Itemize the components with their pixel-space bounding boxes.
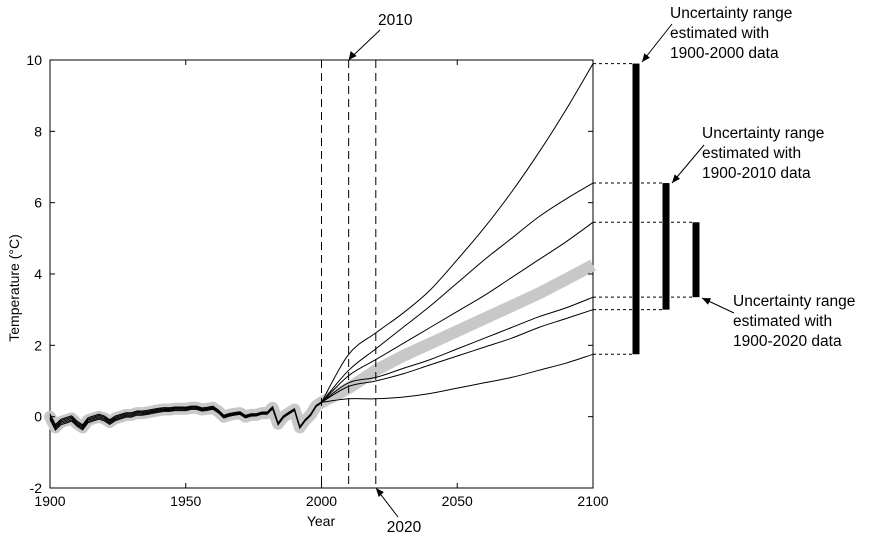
y-tick-label-0: 0 <box>34 409 42 425</box>
x-tick-label-1950: 1950 <box>170 493 201 509</box>
uncertainty-arrowhead-0 <box>642 53 650 62</box>
historical-line-4 <box>49 401 322 428</box>
y-tick-label--2: -2 <box>30 480 43 496</box>
x-tick-label-1900: 1900 <box>34 493 65 509</box>
vline-arrowhead-2010 <box>348 51 357 60</box>
uncertainty-label-0-line-2: 1900-2000 data <box>670 45 779 62</box>
uncertainty-label-2-line-0: Uncertainty range <box>733 293 855 310</box>
y-tick-label-2: 2 <box>34 337 42 353</box>
uncertainty-label-1-line-0: Uncertainty range <box>702 125 824 142</box>
vline-arrowhead-2020 <box>375 488 384 497</box>
x-tick-label-2000: 2000 <box>306 493 337 509</box>
y-axis-title: Temperature (°C) <box>6 234 22 342</box>
projection-line-4 <box>321 309 594 403</box>
projection-line-3 <box>321 296 594 403</box>
tick-layer: 1900 1950 2000 2050 2100 -2 0 2 4 6 8 10 <box>26 52 608 509</box>
uncertainty-label-2-line-1: estimated with <box>733 313 832 330</box>
projection-line-0 <box>321 63 594 403</box>
uncertainty-arrowhead-2 <box>702 298 711 305</box>
x-tick-label-2100: 2100 <box>577 493 608 509</box>
vline-arrow-2020 <box>378 491 399 518</box>
y-tick-label-4: 4 <box>34 266 42 282</box>
uncertainty-label-2-line-2: 1900-2020 data <box>733 333 842 350</box>
uncertainty-label-1-line-1: estimated with <box>702 145 801 162</box>
projection-line-2 <box>321 221 594 403</box>
y-tick-label-10: 10 <box>26 52 42 68</box>
vline-arrow-2010 <box>351 29 381 58</box>
uncertainty-bar-1 <box>662 183 670 310</box>
historical-layer <box>49 401 322 432</box>
projection-band <box>318 259 596 408</box>
historical-band <box>44 396 328 434</box>
uncertainty-range-layer: Uncertainty range estimated with 1900-2000… <box>593 5 855 355</box>
y-tick-label-6: 6 <box>34 195 42 211</box>
uncertainty-bar-0 <box>632 63 640 355</box>
vline-label-2010: 2010 <box>378 12 413 29</box>
projection-layer <box>321 63 594 403</box>
uncertainty-label-0-line-0: Uncertainty range <box>670 5 792 22</box>
vline-layer: 2010 2020 <box>321 12 422 536</box>
uncertainty-bar-2 <box>692 222 700 298</box>
y-tick-label-8: 8 <box>34 123 42 139</box>
x-axis-title: Year <box>307 513 336 529</box>
uncertainty-label-0-line-1: estimated with <box>670 25 769 42</box>
projection-line-1 <box>321 182 594 403</box>
x-tick-label-2050: 2050 <box>442 493 473 509</box>
vline-label-2020: 2020 <box>387 519 422 536</box>
uncertainty-label-1-line-2: 1900-2010 data <box>702 165 811 182</box>
uncertainty-arrowhead-1 <box>672 174 680 183</box>
projection-line-5 <box>321 353 594 403</box>
